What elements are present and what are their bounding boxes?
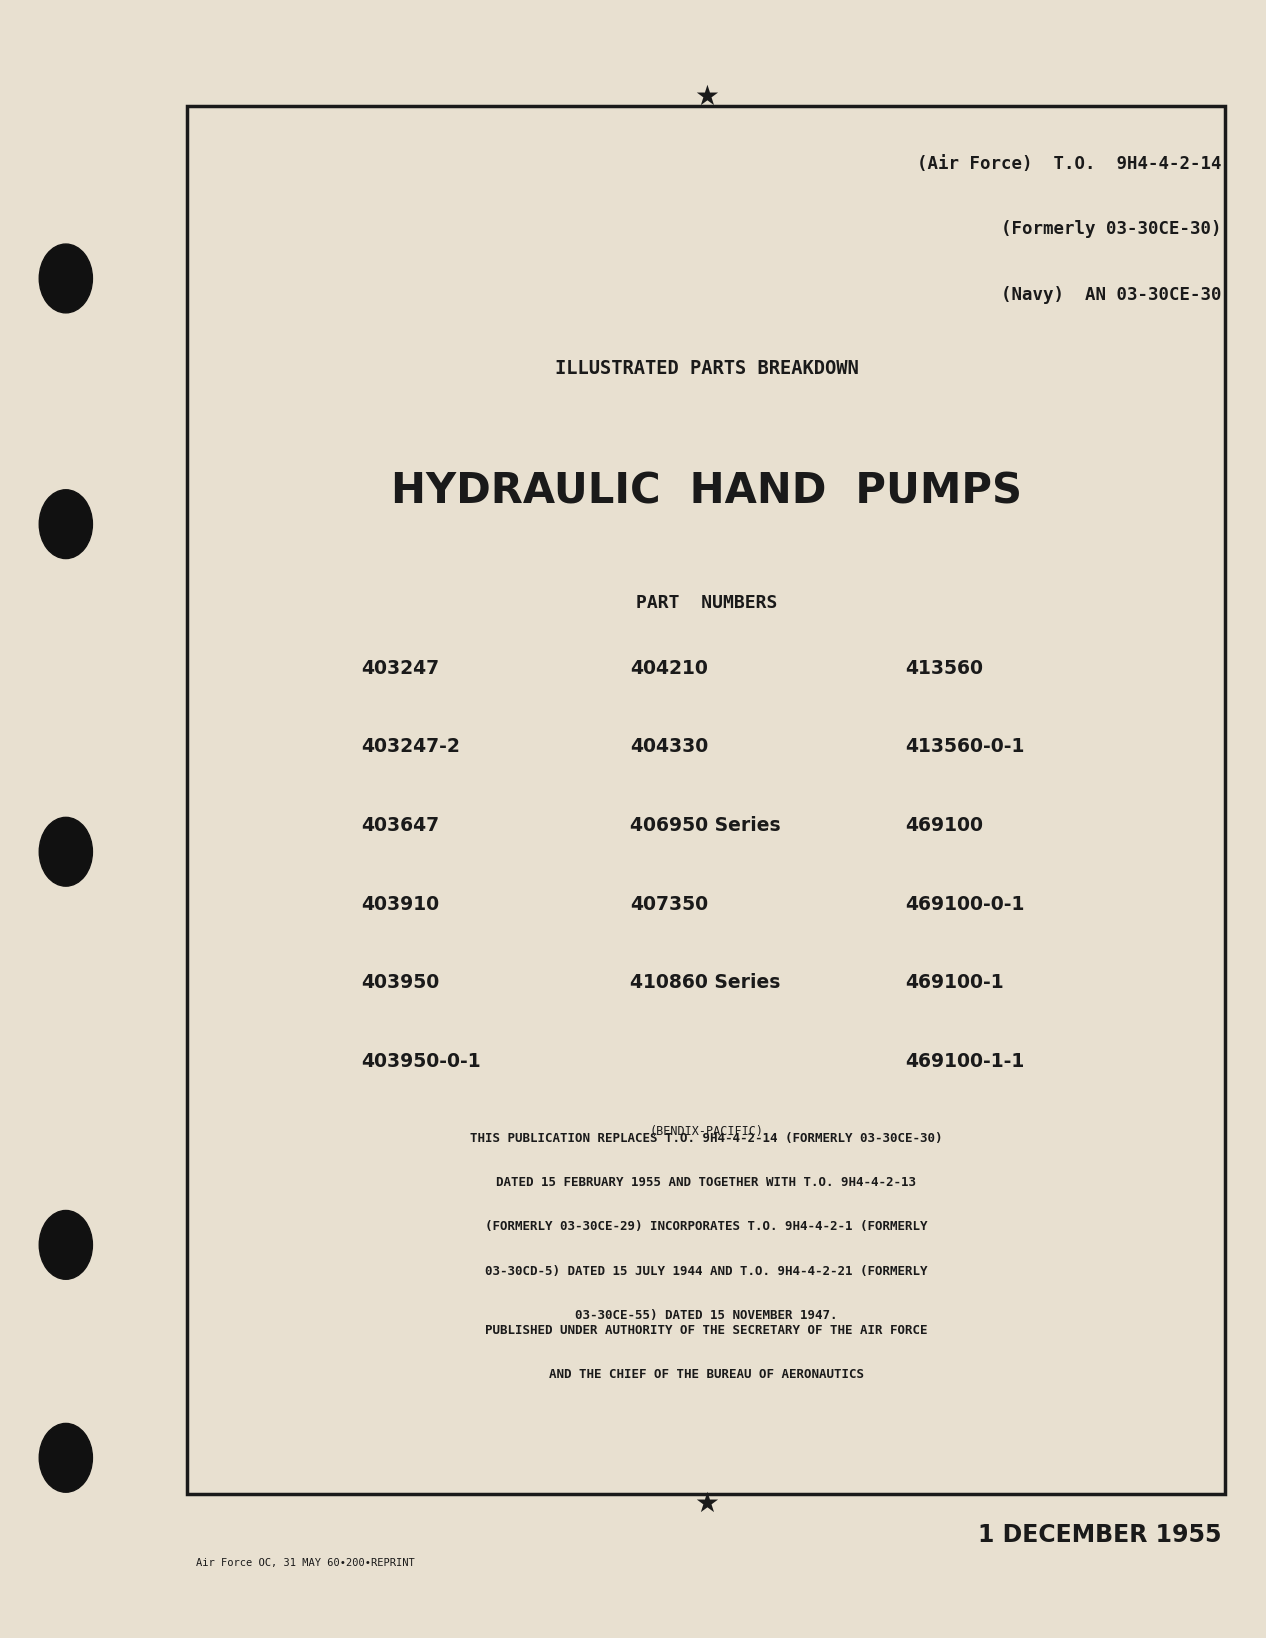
Text: (FORMERLY 03-30CE-29) INCORPORATES T.O. 9H4-4-2-1 (FORMERLY: (FORMERLY 03-30CE-29) INCORPORATES T.O. … <box>485 1220 928 1233</box>
Circle shape <box>39 817 92 886</box>
Text: 413560-0-1: 413560-0-1 <box>905 737 1024 757</box>
Text: 407350: 407350 <box>630 894 709 914</box>
Text: ILLUSTRATED PARTS BREAKDOWN: ILLUSTRATED PARTS BREAKDOWN <box>555 359 858 378</box>
Text: THIS PUBLICATION REPLACES T.O. 9H4-4-2-14 (FORMERLY 03-30CE-30): THIS PUBLICATION REPLACES T.O. 9H4-4-2-1… <box>470 1132 943 1145</box>
Text: (Air Force)  T.O.  9H4-4-2-14: (Air Force) T.O. 9H4-4-2-14 <box>917 156 1222 172</box>
Text: 469100-1-1: 469100-1-1 <box>905 1052 1024 1071</box>
Text: 410860 Series: 410860 Series <box>630 973 781 993</box>
Text: 404330: 404330 <box>630 737 709 757</box>
Text: Air Force OC, 31 MAY 60•200•REPRINT: Air Force OC, 31 MAY 60•200•REPRINT <box>196 1558 415 1568</box>
Text: 469100: 469100 <box>905 816 984 835</box>
Text: 404210: 404210 <box>630 658 709 678</box>
Circle shape <box>39 490 92 559</box>
Text: AND THE CHIEF OF THE BUREAU OF AERONAUTICS: AND THE CHIEF OF THE BUREAU OF AERONAUTI… <box>549 1368 863 1381</box>
Text: (Navy)  AN 03-30CE-30: (Navy) AN 03-30CE-30 <box>1001 287 1222 303</box>
Text: HYDRAULIC  HAND  PUMPS: HYDRAULIC HAND PUMPS <box>391 470 1022 513</box>
Text: 403950-0-1: 403950-0-1 <box>361 1052 480 1071</box>
Text: 469100-0-1: 469100-0-1 <box>905 894 1024 914</box>
Text: 403910: 403910 <box>361 894 439 914</box>
Text: 413560: 413560 <box>905 658 984 678</box>
Circle shape <box>39 1423 92 1492</box>
Text: (Formerly 03-30CE-30): (Formerly 03-30CE-30) <box>1001 221 1222 238</box>
Text: 403247: 403247 <box>361 658 439 678</box>
Text: DATED 15 FEBRUARY 1955 AND TOGETHER WITH T.O. 9H4-4-2-13: DATED 15 FEBRUARY 1955 AND TOGETHER WITH… <box>496 1176 917 1189</box>
Text: 469100-1: 469100-1 <box>905 973 1004 993</box>
Text: 03-30CD-5) DATED 15 JULY 1944 AND T.O. 9H4-4-2-21 (FORMERLY: 03-30CD-5) DATED 15 JULY 1944 AND T.O. 9… <box>485 1265 928 1278</box>
Text: 03-30CE-55) DATED 15 NOVEMBER 1947.: 03-30CE-55) DATED 15 NOVEMBER 1947. <box>575 1309 838 1322</box>
Text: PUBLISHED UNDER AUTHORITY OF THE SECRETARY OF THE AIR FORCE: PUBLISHED UNDER AUTHORITY OF THE SECRETA… <box>485 1324 928 1337</box>
Text: PART  NUMBERS: PART NUMBERS <box>636 595 777 611</box>
Circle shape <box>39 1210 92 1279</box>
Bar <box>187 106 1225 1494</box>
Text: ★: ★ <box>694 82 719 111</box>
Text: 1 DECEMBER 1955: 1 DECEMBER 1955 <box>979 1523 1222 1546</box>
Text: (BENDIX-PACIFIC): (BENDIX-PACIFIC) <box>649 1125 763 1138</box>
Text: 406950 Series: 406950 Series <box>630 816 781 835</box>
Text: 403950: 403950 <box>361 973 439 993</box>
Text: ★: ★ <box>694 1489 719 1518</box>
Text: 403647: 403647 <box>361 816 439 835</box>
Text: 403247-2: 403247-2 <box>361 737 460 757</box>
Circle shape <box>39 244 92 313</box>
